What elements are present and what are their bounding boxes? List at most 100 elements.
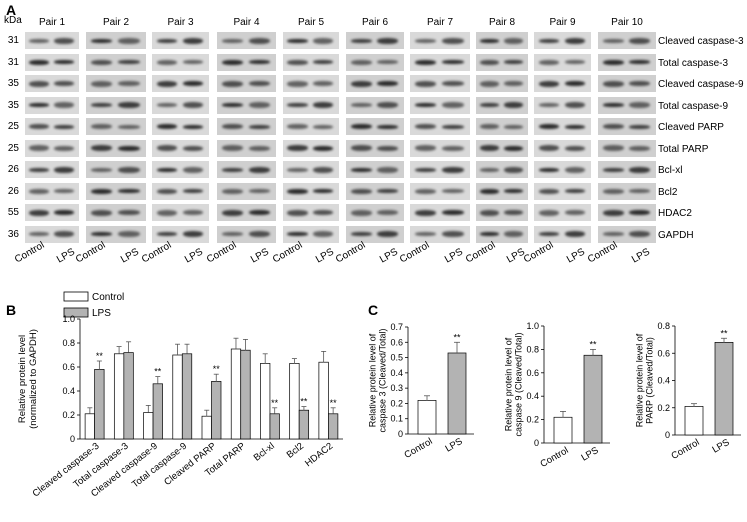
protein-band	[182, 102, 204, 108]
legend-swatch-control	[63, 291, 89, 302]
molecular-weight-label: 31	[7, 56, 19, 68]
y-tick-label: 0	[398, 429, 403, 439]
protein-band	[350, 124, 372, 129]
protein-band	[629, 189, 651, 193]
protein-band	[504, 145, 523, 151]
protein-band	[480, 209, 499, 216]
lane-label-lps: LPS	[629, 246, 652, 266]
blot-strip	[346, 96, 404, 114]
pair-label: Pair 3	[167, 17, 194, 28]
protein-band	[313, 145, 334, 151]
protein-band	[602, 167, 624, 172]
blot-strip	[217, 32, 276, 49]
blot-strip	[476, 204, 528, 221]
lane-label-lps: LPS	[249, 246, 272, 266]
protein-band	[629, 102, 651, 108]
protein-band	[156, 209, 178, 216]
protein-band	[182, 231, 204, 237]
protein-band	[182, 60, 204, 64]
protein-band	[118, 166, 140, 173]
blot-strip	[534, 225, 591, 243]
protein-band	[350, 209, 372, 216]
protein-label: Cleaved caspase-9	[658, 79, 744, 90]
protein-band	[442, 166, 464, 173]
protein-band	[442, 81, 464, 86]
protein-band	[182, 37, 204, 44]
blot-strip	[346, 204, 404, 221]
protein-band	[182, 145, 204, 151]
blot-strip	[534, 204, 591, 221]
protein-band	[442, 37, 464, 44]
protein-band	[538, 59, 560, 65]
blot-strip	[598, 182, 656, 200]
lane-label-control: Control	[205, 239, 239, 266]
protein-band	[248, 145, 271, 151]
protein-band	[313, 60, 334, 64]
protein-band	[504, 231, 523, 237]
protein-band	[442, 231, 464, 237]
bar-lps	[240, 349, 251, 440]
protein-band	[90, 103, 113, 107]
blot-strip	[217, 204, 276, 221]
bar-control	[553, 416, 573, 444]
protein-band	[414, 232, 437, 236]
protein-band	[629, 124, 651, 129]
blot-strip	[86, 182, 146, 200]
protein-band	[480, 232, 499, 236]
y-tick-label: 0.8	[526, 344, 539, 354]
blot-strip	[346, 161, 404, 178]
bar-control	[289, 363, 300, 440]
protein-band	[156, 103, 178, 107]
protein-band	[182, 210, 204, 215]
legend-swatch-lps	[63, 307, 89, 318]
x-tick-label: LPS	[710, 437, 731, 456]
protein-band	[602, 38, 624, 43]
blot-strip	[25, 182, 79, 200]
blot-strip	[283, 161, 339, 178]
protein-band	[287, 103, 308, 107]
protein-band	[313, 102, 334, 108]
blot-strip	[283, 182, 339, 200]
blot-strip	[346, 53, 404, 71]
protein-band	[602, 232, 624, 236]
protein-band	[248, 231, 271, 237]
protein-band	[182, 166, 204, 173]
protein-band	[480, 188, 499, 194]
blot-strip	[217, 75, 276, 92]
protein-band	[414, 209, 437, 216]
protein-band	[480, 167, 499, 172]
protein-band	[538, 38, 560, 43]
significance-mark: **	[720, 328, 728, 338]
panel-c-letter: C	[368, 302, 379, 318]
protein-band	[564, 102, 586, 108]
protein-band	[480, 103, 499, 107]
protein-band	[287, 232, 308, 236]
protein-band	[350, 167, 372, 172]
protein-band	[313, 210, 334, 215]
protein-band	[221, 124, 243, 129]
protein-band	[54, 81, 74, 86]
y-tick-label: 0.4	[657, 376, 670, 386]
blot-strip	[283, 32, 339, 49]
pair-label: Pair 5	[297, 17, 325, 28]
protein-band	[414, 188, 437, 194]
protein-band	[414, 103, 437, 107]
protein-band	[287, 59, 308, 65]
blot-strip	[534, 32, 591, 49]
protein-band	[54, 210, 74, 215]
molecular-weight-label: 36	[7, 228, 19, 240]
protein-band	[538, 124, 560, 129]
protein-band	[504, 189, 523, 193]
blot-strip	[534, 182, 591, 200]
protein-band	[629, 166, 651, 173]
lane-label-control: Control	[398, 239, 432, 266]
protein-band	[442, 102, 464, 108]
blot-strip	[86, 118, 146, 135]
x-tick-label: Control	[669, 437, 701, 462]
blot-strip	[283, 53, 339, 71]
protein-band	[602, 103, 624, 107]
protein-band	[90, 145, 113, 151]
blot-strip	[152, 182, 209, 200]
significance-mark: **	[300, 397, 308, 407]
protein-band	[377, 81, 399, 86]
